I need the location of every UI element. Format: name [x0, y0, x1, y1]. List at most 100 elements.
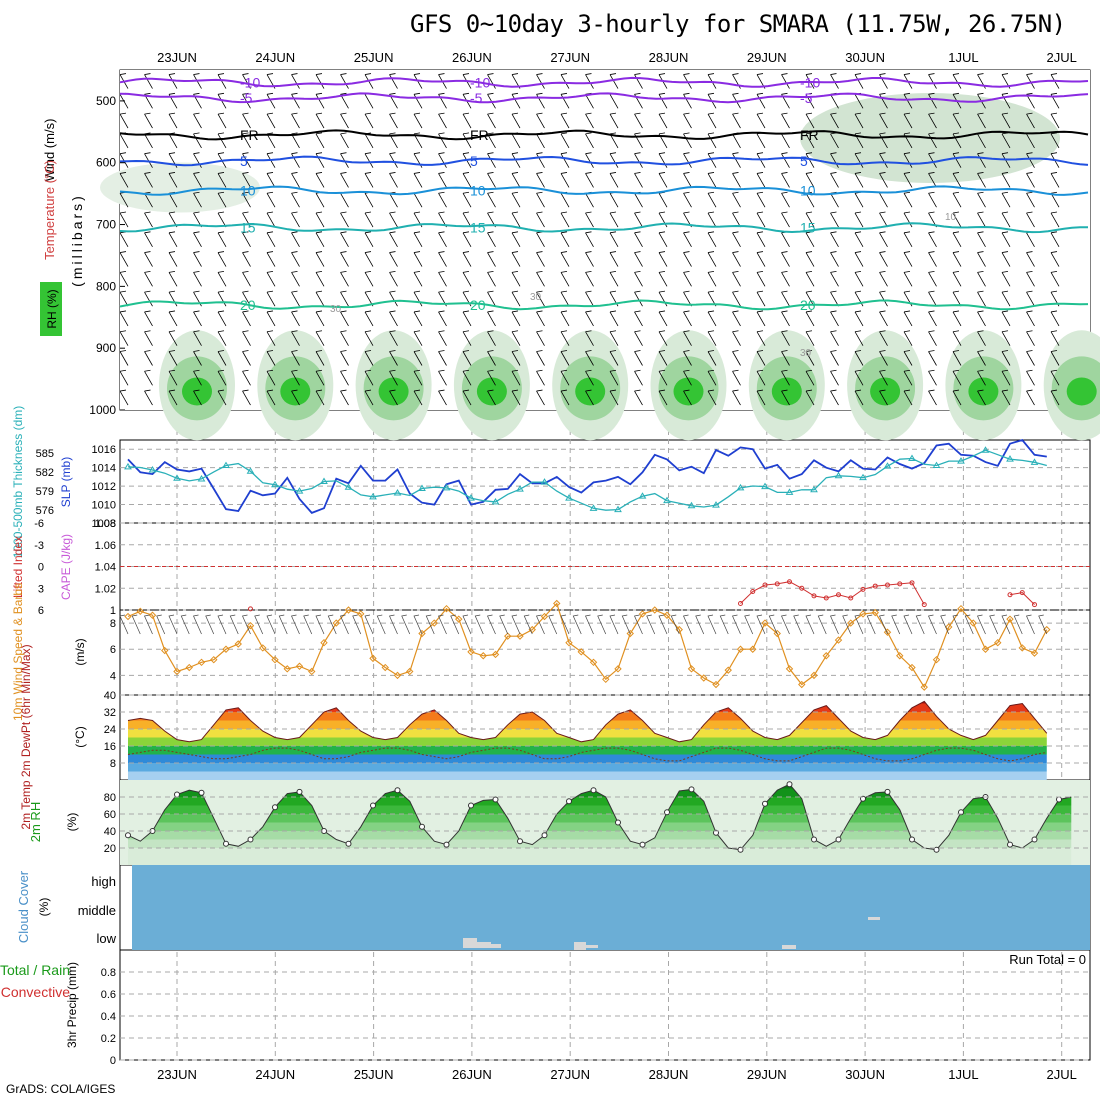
wind-barb: [1050, 191, 1060, 208]
wind-barb: [560, 172, 570, 188]
precip-tick-label: 0.2: [101, 1033, 116, 1045]
wind-barb: [413, 270, 423, 287]
wind-barb: [168, 330, 178, 346]
rh-point: [394, 787, 401, 794]
rh-color-band: [128, 839, 1072, 848]
wind-barb: [511, 330, 521, 346]
wind-barb: [1026, 73, 1035, 89]
wind-barb-10m: [597, 614, 607, 635]
wind-barb: [144, 330, 153, 346]
wind-barb: [438, 231, 447, 247]
wind-barb: [928, 172, 937, 188]
cloud-low-patch: [477, 942, 491, 948]
wind-barb-10m: [413, 614, 423, 635]
wind-barb: [462, 389, 472, 406]
wind-barb: [879, 112, 888, 129]
wind-barb: [413, 112, 423, 129]
temperature-contour-label: FR: [470, 127, 489, 143]
rh-shade-high: [771, 377, 802, 406]
wind-barb: [315, 350, 325, 366]
rh-point: [688, 786, 695, 793]
thickness-point: [418, 484, 426, 492]
cape-tick-label: 1.04: [95, 562, 116, 574]
wind-barb: [389, 330, 398, 346]
wind-barb: [364, 231, 374, 247]
wind-barb: [781, 211, 790, 228]
pressure-tick-label: 700: [96, 218, 116, 232]
cloud-low-patch: [782, 945, 796, 949]
wind-barb: [144, 231, 153, 247]
wind-barb: [707, 191, 717, 208]
wind-barb-10m: [707, 614, 717, 635]
wind-barb: [266, 132, 276, 149]
wind-barb: [413, 369, 423, 386]
rh-point: [174, 791, 180, 798]
thickness-point: [246, 467, 255, 474]
cape-point: [885, 582, 890, 588]
wind-barb-10m: [572, 614, 582, 635]
wind-barb: [879, 310, 888, 327]
wind-barb: [560, 132, 570, 149]
wind-barb: [732, 330, 741, 346]
wind-barb-10m: [1038, 614, 1048, 635]
wind-speed-point: [516, 632, 524, 640]
wind-barb: [438, 389, 447, 406]
wind-barb: [291, 369, 300, 386]
wind-speed-point: [124, 612, 132, 621]
wind-barb: [389, 369, 398, 386]
wind-barb: [266, 211, 276, 228]
wind-barb: [560, 270, 570, 287]
wind-barb: [389, 310, 398, 327]
wind-barb: [266, 270, 276, 287]
wind-barb: [536, 73, 545, 89]
cape-point: [762, 582, 768, 588]
temperature-contour-label: -5: [800, 90, 813, 106]
wind-barb: [732, 191, 741, 208]
wind-barb-10m: [683, 614, 692, 635]
wind-barb: [217, 270, 227, 287]
cloud-low-patch: [463, 938, 477, 948]
thickness-point: [320, 477, 328, 484]
wind-barb: [413, 172, 423, 188]
temp-color-band: [128, 746, 1047, 755]
wind-barb: [1050, 270, 1060, 287]
wind-barb-10m: [903, 614, 913, 635]
wind-barb: [634, 270, 643, 287]
wind-barb: [193, 132, 202, 149]
wind-barb: [340, 350, 349, 366]
wind-barb: [536, 310, 545, 327]
wind-barb: [364, 251, 374, 267]
thickness-point: [1006, 455, 1014, 462]
wind-speed-point: [136, 607, 144, 616]
wind-barb: [119, 389, 129, 406]
rh-contour-label: 30: [330, 304, 342, 315]
thickness-point: [540, 478, 549, 485]
temperature-contour-label: 20: [800, 297, 816, 313]
wind-tick-label: 6: [110, 644, 116, 656]
wind-barb: [658, 369, 668, 386]
wind-barb: [1001, 369, 1011, 386]
wind-barb: [879, 290, 888, 307]
wind-barb-10m: [217, 614, 227, 635]
wind-barb: [879, 211, 888, 228]
wind-barb: [413, 92, 423, 109]
wind-barb: [536, 350, 545, 366]
wind-barb: [340, 270, 349, 287]
wind-barb: [903, 251, 913, 267]
wind-barb-10m: [352, 614, 362, 635]
wind-barb: [536, 211, 545, 228]
thickness-point: [883, 462, 892, 469]
wind-barb: [168, 172, 178, 188]
wind-barb: [168, 112, 178, 129]
wind-barb-10m: [119, 614, 129, 635]
wind-speed-point: [406, 667, 414, 676]
wind-barb: [291, 92, 300, 109]
wind-barb: [291, 310, 300, 327]
top-day-label: 24JUN: [255, 50, 295, 65]
wind-barb: [928, 92, 937, 109]
wind-barb: [585, 172, 594, 188]
wind-barb: [340, 231, 349, 247]
rh-contour-label: 10: [945, 212, 957, 223]
wind-barb: [364, 112, 374, 129]
rh-legend-swatch: [40, 282, 62, 336]
